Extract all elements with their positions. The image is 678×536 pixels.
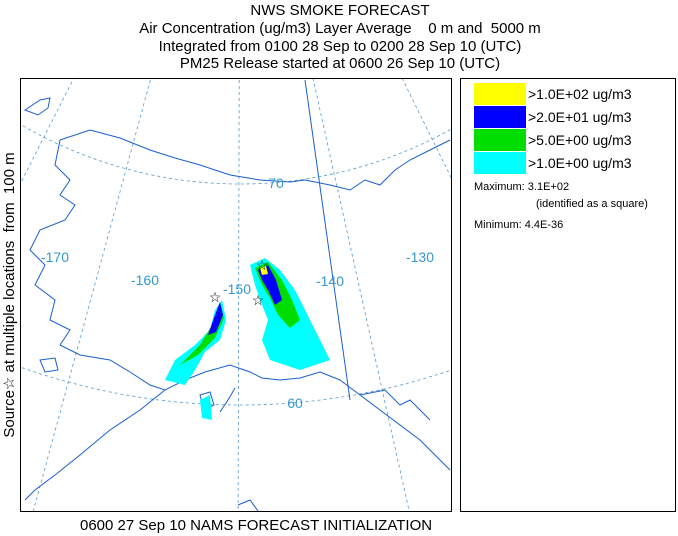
map-label: 60 bbox=[287, 395, 303, 411]
legend: >1.0E+02 ug/m3 >2.0E+01 ug/m3 >5.0E+00 ug/… bbox=[474, 83, 632, 174]
source-star: ☆ bbox=[256, 257, 269, 273]
smoke-plume: ☆ ☆ ☆ bbox=[165, 257, 330, 420]
map-label: 70 bbox=[268, 175, 284, 191]
map-label: -130 bbox=[406, 249, 434, 265]
map-label: -170 bbox=[41, 249, 69, 265]
legend-swatch bbox=[474, 152, 526, 174]
minimum: Minimum: 4.4E-36 bbox=[474, 219, 563, 231]
legend-swatch bbox=[474, 83, 526, 105]
subtitle: Air Concentration (ug/m3) Layer Average … bbox=[139, 20, 541, 37]
title: NWS SMOKE FORECAST bbox=[250, 2, 429, 19]
legend-swatch bbox=[474, 129, 526, 151]
footer: 0600 27 Sep 10 NAMS FORECAST INITIALIZAT… bbox=[80, 517, 432, 534]
legend-swatch bbox=[474, 106, 526, 128]
source-star: ☆ bbox=[252, 292, 265, 308]
maximum: Maximum: 3.1E+02 bbox=[474, 181, 569, 193]
side-label: Source☆ at multiple locations from 100 m bbox=[1, 152, 18, 437]
legend-label: >1.0E+00 ug/m3 bbox=[528, 155, 632, 171]
map-label: -140 bbox=[316, 273, 344, 289]
legend-label: >1.0E+02 ug/m3 bbox=[528, 86, 632, 102]
map-label: -150 bbox=[223, 281, 251, 297]
map-label: -160 bbox=[131, 272, 159, 288]
source-star: ☆ bbox=[209, 289, 222, 305]
legend-label: >5.0E+00 ug/m3 bbox=[528, 132, 632, 148]
legend-label: >2.0E+01 ug/m3 bbox=[528, 109, 632, 125]
subtitle: PM25 Release started at 0600 26 Sep 10 (… bbox=[180, 55, 500, 72]
maximum-note: (identified as a square) bbox=[536, 198, 648, 210]
subtitle: Integrated from 0100 28 Sep to 0200 28 S… bbox=[159, 38, 522, 55]
